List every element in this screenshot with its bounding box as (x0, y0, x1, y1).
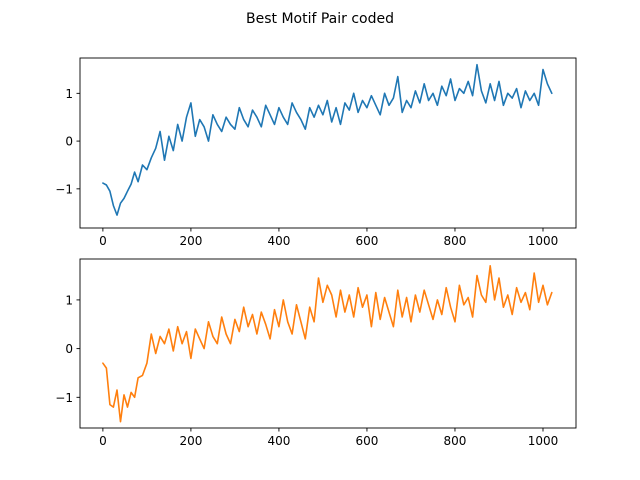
x-tick-label: 800 (444, 234, 467, 248)
series-line-0-0 (102, 63, 553, 216)
axes-frame (79, 57, 577, 229)
y-tick-label: 0 (65, 135, 73, 149)
x-tick-label: 1000 (528, 434, 559, 448)
y-tick-label: 1 (65, 293, 73, 307)
y-tick-label: 0 (65, 342, 73, 356)
bottom-subplot: 0 200 400 600 800 1000 −1 0 1 (55, 258, 577, 448)
x-tick-label: 400 (267, 234, 290, 248)
x-tick-label: 200 (179, 434, 202, 448)
series-line-1-0 (102, 264, 553, 423)
x-tick-label: 200 (179, 234, 202, 248)
x-tick-label: 400 (267, 434, 290, 448)
y-tick-label: −1 (55, 182, 73, 196)
figure-title: Best Motif Pair coded (246, 11, 394, 27)
axes-frame (79, 258, 577, 429)
x-tick-label: 0 (99, 234, 107, 248)
x-tick-label: 0 (99, 434, 107, 448)
top-subplot: 0 200 400 600 800 1000 −1 0 1 (55, 57, 577, 248)
y-tick-label: −1 (55, 391, 73, 405)
x-tick-label: 1000 (528, 234, 559, 248)
x-tick-label: 800 (444, 434, 467, 448)
x-tick-label: 600 (355, 234, 378, 248)
y-tick-label: 1 (65, 87, 73, 101)
x-tick-label: 600 (355, 434, 378, 448)
